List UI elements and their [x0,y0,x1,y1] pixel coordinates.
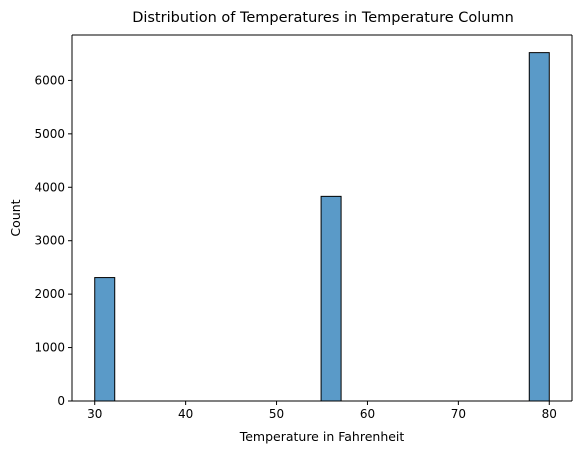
x-tick-label: 80 [542,407,557,421]
x-tick-label: 40 [178,407,193,421]
y-tick-label: 0 [57,394,65,408]
chart-title: Distribution of Temperatures in Temperat… [132,10,514,26]
histogram-bar [320,195,342,402]
y-axis-label: Count [8,199,23,236]
x-tick-label: 50 [269,407,284,421]
y-tick-label: 4000 [34,180,65,194]
y-tick-label: 1000 [34,341,65,355]
y-tick-label: 2000 [34,287,65,301]
y-tick-label: 6000 [34,73,65,87]
histogram-bar [94,277,116,402]
bars-group [94,52,550,402]
histogram-bar [528,52,550,402]
y-axis-ticks: 0 1000 2000 3000 4000 5000 6000 [34,73,72,408]
x-tick-label: 30 [87,407,102,421]
x-axis-ticks: 30 40 50 60 70 80 [87,401,557,421]
x-tick-label: 70 [451,407,466,421]
x-axis-label: Temperature in Fahrenheit [239,429,405,444]
y-tick-label: 5000 [34,127,65,141]
x-tick-label: 60 [360,407,375,421]
y-tick-label: 3000 [34,234,65,248]
